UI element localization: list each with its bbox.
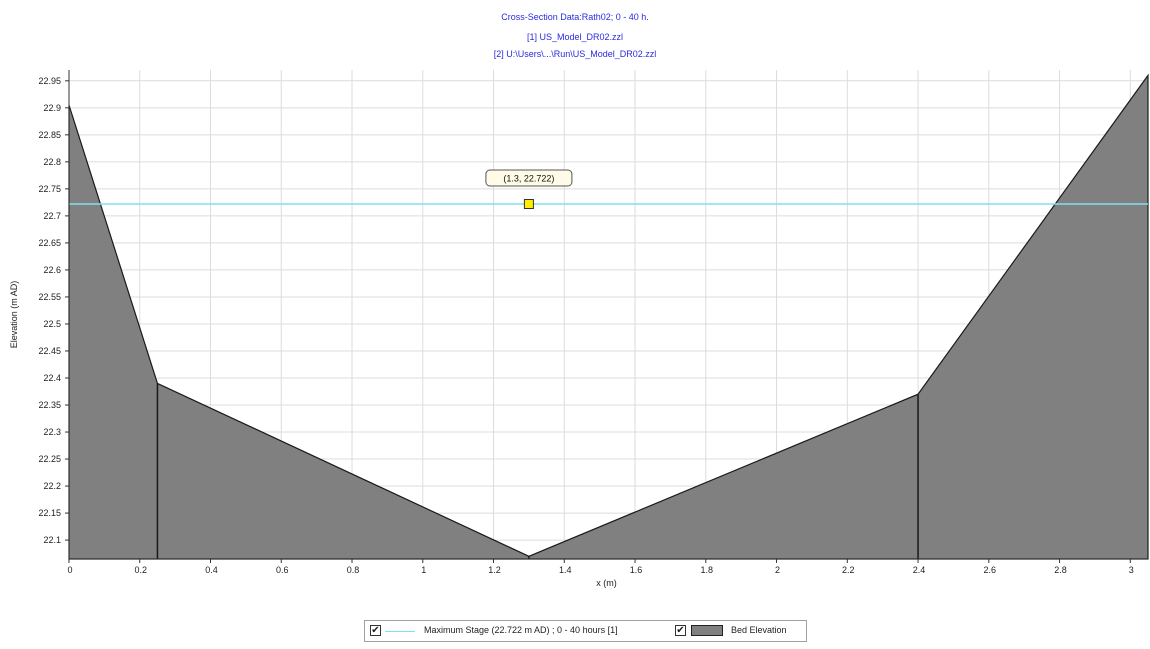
y-tick-label: 22.95 (38, 76, 61, 86)
legend: ✔ Maximum Stage (22.722 m AD) ; 0 - 40 h… (364, 620, 807, 642)
chart-subtitle-1: [1] US_Model_DR02.zzl (526, 32, 624, 42)
x-tick-label: 0.4 (205, 565, 218, 575)
y-tick-label: 22.5 (43, 319, 61, 329)
x-tick-label: 1.4 (559, 565, 572, 575)
y-tick-label: 22.15 (38, 508, 61, 518)
y-tick-label: 22.4 (43, 373, 61, 383)
cross-section-chart: 0 0.2 0.4 0.6 0.8 1 1.2 1.4 1.6 1.8 2 2.2 2.4 2.6 2.8 3… (9, 70, 1149, 588)
x-tick-label: 0 (67, 565, 72, 575)
marker-tooltip-box (485, 169, 573, 187)
y-tick-label: 22.2 (43, 481, 61, 491)
y-axis-label: Elevation (m AD) (9, 281, 19, 349)
x-tick-label: 2 (775, 565, 780, 575)
y-tick-label: 22.75 (38, 184, 61, 194)
x-tick-label: 2.4 (913, 565, 926, 575)
y-tick-label: 22.1 (43, 535, 61, 545)
x-tick-label: 0.8 (347, 565, 360, 575)
legend-label-max-stage: Maximum Stage (22.722 m AD) ; 0 - 40 hou… (424, 625, 618, 635)
x-tick-label: 0.2 (134, 565, 147, 575)
x-tick-label: 1.6 (630, 565, 643, 575)
y-tick-label: 22.45 (38, 346, 61, 356)
y-tick-label: 22.85 (38, 130, 61, 140)
legend-checkbox-bed-elevation[interactable]: ✔ (675, 625, 686, 636)
y-tick-label: 22.6 (43, 265, 61, 275)
y-tick-label: 22.9 (43, 103, 61, 113)
y-tick-label: 22.65 (38, 238, 61, 248)
legend-line-symbol (385, 631, 415, 632)
y-tick-label: 22.25 (38, 454, 61, 464)
legend-label-bed-elevation: Bed Elevation (731, 625, 787, 635)
x-tick-label: 3 (1129, 565, 1134, 575)
y-tick-label: 22.3 (43, 427, 61, 437)
legend-swatch-bed-elevation (691, 625, 723, 636)
x-tick-label: 2.2 (842, 565, 855, 575)
x-tick-label: 1 (421, 565, 426, 575)
chart-title: Cross-Section Data:Rath02; 0 - 40 h. (501, 12, 649, 22)
x-tick-label: 1.8 (701, 565, 714, 575)
marker-tooltip-label: (1.3, 22.722) (503, 174, 554, 184)
x-tick-label: 2.8 (1054, 565, 1067, 575)
x-tick-label: 1.2 (488, 565, 501, 575)
x-tick-label: 0.6 (276, 565, 289, 575)
y-tick-label: 22.7 (43, 211, 61, 221)
data-point-marker (523, 199, 534, 210)
x-tick-label: 2.6 (984, 565, 997, 575)
y-tick-label: 22.55 (38, 292, 61, 302)
x-axis-label: x (m) (596, 578, 617, 588)
y-tick-label: 22.8 (43, 157, 61, 167)
chart-subtitle-2: [2] U:\Users\...\Run\US_Model_DR02.zzl (493, 49, 657, 59)
y-tick-label: 22.35 (38, 400, 61, 410)
bed-elevation-area (68, 73, 1149, 560)
legend-checkbox-max-stage[interactable]: ✔ (370, 625, 381, 636)
